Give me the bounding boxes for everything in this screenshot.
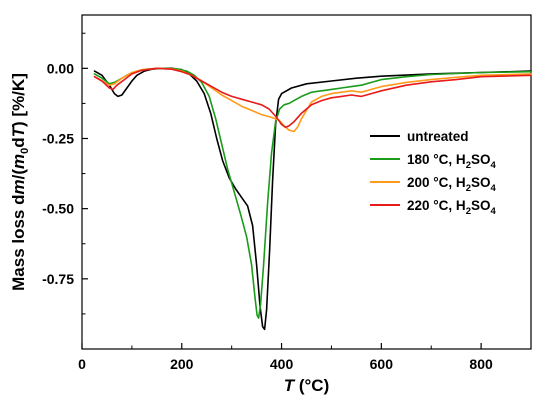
series-line-0	[93, 67, 532, 331]
legend: untreated 180 °C, H2SO4 200 °C, H2SO4 22…	[370, 129, 497, 217]
series-line-3	[93, 67, 532, 129]
legend-entry-220c: 220 °C, H2SO4	[370, 198, 497, 217]
legend-label-200c: 200 °C, H2SO4	[407, 175, 497, 194]
x-tick-label: 600	[370, 356, 394, 372]
y-tick-label: 0.00	[47, 60, 74, 76]
x-tick-label: 800	[469, 356, 493, 372]
x-tick-label: 200	[170, 356, 194, 372]
y-tick-label: -0.50	[42, 201, 74, 217]
legend-label-untreated: untreated	[407, 129, 469, 144]
legend-label-220c: 220 °C, H2SO4	[407, 198, 497, 217]
y-tick-label: -0.75	[42, 271, 74, 287]
x-tick-label: 0	[78, 356, 86, 372]
legend-entry-180c: 180 °C, H2SO4	[370, 152, 497, 171]
plot-area-frame	[81, 14, 532, 350]
legend-entry-200c: 200 °C, H2SO4	[370, 175, 497, 194]
axis-ticks: 0 200 400 600 800 0.00 -0.25 -0.50 -0.75	[42, 32, 493, 372]
y-tick-label: -0.25	[42, 130, 74, 146]
legend-entry-untreated: untreated	[370, 129, 469, 144]
x-tick-label: 400	[270, 356, 294, 372]
y-axis-title: Mass loss dm/(m0dT) [%/K]	[9, 73, 31, 291]
legend-label-180c: 180 °C, H2SO4	[407, 152, 497, 171]
series-lines	[93, 67, 532, 331]
x-axis-title: T (°C)	[284, 376, 330, 395]
